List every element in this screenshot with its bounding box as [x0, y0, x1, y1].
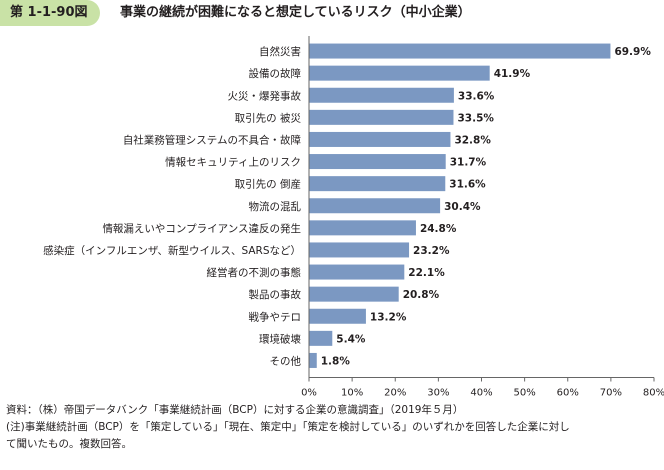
figure-number-badge: 第 1-1-90図	[0, 0, 100, 26]
footnote-line-2: て聞いたもの。複数回答。	[6, 438, 132, 450]
x-tick-label: 70%	[600, 388, 622, 397]
bar	[309, 308, 366, 324]
x-tick-label: 40%	[470, 388, 492, 397]
category-label: 情報セキュリティ上のリスク	[165, 156, 301, 169]
category-label: 情報漏えいやコンプライアンス違反の発生	[102, 222, 301, 235]
footnote-line-1: (注)事業継続計画（BCP）を「策定している」「現在、策定中」「策定を検討してい…	[6, 421, 570, 433]
x-tick-label: 60%	[557, 388, 579, 397]
category-label: 環境破壊	[259, 332, 301, 345]
bar-value-label: 23.2%	[413, 245, 450, 257]
category-label: 物流の混乱	[249, 200, 302, 213]
bar	[309, 330, 333, 346]
bar	[309, 65, 490, 81]
bar-value-label: 33.6%	[458, 90, 495, 102]
bar-value-label: 24.8%	[420, 223, 457, 235]
bar-value-label: 69.9%	[614, 46, 651, 58]
x-tick-label: 50%	[514, 388, 536, 397]
bar	[309, 131, 451, 147]
bar	[309, 220, 416, 236]
bar-value-label: 20.8%	[403, 289, 440, 301]
bar-value-label: 13.2%	[370, 311, 407, 323]
category-label: その他	[270, 354, 302, 367]
category-label: 感染症（インフルエンザ、新型ウイルス、SARSなど）	[43, 244, 301, 257]
category-label: 製品の事故	[249, 288, 302, 301]
bar	[309, 109, 454, 125]
bar	[309, 176, 446, 192]
bar-value-label: 32.8%	[454, 134, 491, 146]
bar-value-label: 22.1%	[408, 267, 445, 279]
category-label: 火災・爆発事故	[228, 89, 302, 102]
figure-header: 第 1-1-90図 事業の継続が困難になると想定しているリスク（中小企業）	[0, 0, 664, 26]
bar	[309, 154, 446, 170]
bar	[309, 286, 399, 302]
category-label: 取引先の 倒産	[235, 178, 301, 191]
bar-value-label: 1.8%	[321, 355, 351, 367]
x-tick-label: 80%	[643, 388, 664, 397]
bar	[309, 43, 611, 59]
bar-value-label: 30.4%	[444, 201, 481, 213]
bar	[309, 242, 410, 258]
category-label: 戦争やテロ	[249, 310, 302, 323]
source-note: 資料：（株）帝国データバンク「事業継続計画（BCP）に対する企業の意識調査」（2…	[6, 404, 464, 416]
x-tick-label: 0%	[301, 388, 317, 397]
category-label: 経営者の不測の事態	[207, 266, 302, 279]
x-tick-label: 20%	[384, 388, 406, 397]
figure-title: 事業の継続が困難になると想定しているリスク（中小企業）	[120, 5, 471, 20]
x-tick-label: 30%	[427, 388, 449, 397]
bar	[309, 198, 441, 214]
category-label: 自然災害	[259, 45, 301, 58]
bar	[309, 352, 317, 368]
category-label: 取引先の 被災	[235, 111, 302, 124]
bar	[309, 87, 454, 103]
figure-notes: 資料：（株）帝国データバンク「事業継続計画（BCP）に対する企業の意識調査」（2…	[6, 402, 660, 453]
bar-value-label: 31.6%	[449, 179, 486, 191]
bar-value-label: 31.7%	[450, 157, 487, 169]
category-label: 自社業務管理システムの不具合・故障	[123, 133, 302, 146]
bar-value-label: 5.4%	[336, 333, 366, 345]
bar-value-label: 33.5%	[457, 112, 494, 124]
x-tick-label: 10%	[341, 388, 363, 397]
bar	[309, 264, 405, 280]
category-label: 設備の故障	[249, 67, 302, 80]
bar-value-label: 41.9%	[494, 68, 531, 80]
bar-chart: 自然災害 69.9% 設備の故障 41.9% 火災・爆発事故 33.6% 取引先の 被災 33…	[43, 36, 664, 397]
